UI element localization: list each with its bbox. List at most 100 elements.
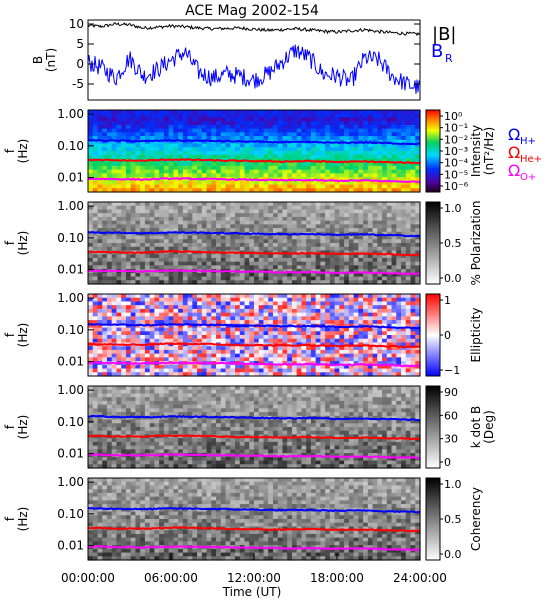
heatmap-cell [235,246,241,252]
heatmap-cell [282,202,288,207]
heatmap-cell [306,173,312,178]
heatmap-cell [353,151,359,156]
heatmap-cell [277,246,284,252]
heatmap-cell [130,320,137,325]
heatmap-cell [197,246,203,252]
heatmap-cell [216,368,222,373]
heatmap-cell [353,165,359,171]
heatmap-cell [367,202,374,207]
heatmap-cell [239,257,246,263]
heatmap-cell [382,323,388,329]
heatmap-cell [111,173,118,178]
heatmap-cell [140,165,146,171]
heatmap-cell [339,165,345,171]
intensity-cb-tick-label: 10⁻¹ [444,122,468,135]
heatmap-cell [211,327,217,332]
heatmap-cell [235,202,241,207]
heatmap-cell [377,165,383,171]
heatmap-cell [159,151,165,156]
heatmap-cell [92,280,99,285]
heatmap-cell [211,173,217,178]
heatmap-cell [88,231,94,237]
heatmap-cell [92,408,99,413]
heatmap-cell [391,188,397,193]
heatmap-cell [216,312,222,317]
heatmap-cell [344,147,350,152]
heatmap-cell [296,357,303,362]
heatmap-cell [125,449,132,454]
heatmap-cell [135,327,141,332]
heatmap-cell [92,261,99,266]
heatmap-cell [391,213,397,218]
heatmap-cell [310,305,317,310]
heatmap-cell [154,169,160,174]
heatmap-cell [287,346,293,351]
heatmap-cell [130,349,137,355]
heatmap-cell [396,205,402,211]
heatmap-cell [206,228,212,233]
heatmap-cell [125,386,132,391]
heatmap-cell [258,320,265,325]
heatmap-cell [130,136,137,141]
heatmap-cell [230,368,236,373]
heatmap-cell [315,364,321,370]
heatmap-cell [372,372,378,377]
heatmap-cell [130,202,137,207]
heatmap-cell [315,327,321,332]
heatmap-cell [263,305,269,310]
heatmap-cell [225,188,231,193]
heatmap-cell [367,297,374,303]
heatmap-cell [415,235,421,240]
heatmap-cell [329,169,336,174]
heatmap-cell [249,136,255,141]
heatmap-cell [178,239,184,244]
heatmap-cell [97,243,103,248]
heatmap-cell [121,165,127,171]
heatmap-cell [211,162,217,167]
heatmap-cell [220,327,227,332]
heatmap-cell [140,113,146,119]
heatmap-cell [168,228,174,233]
heatmap-cell [382,305,388,310]
heatmap-cell [272,216,279,222]
heatmap-cell [310,154,317,160]
heatmap-cell [88,294,94,299]
heatmap-cell [410,202,416,207]
heatmap-cell [206,265,212,270]
heatmap-cell [386,254,393,259]
heatmap-cell [106,412,113,417]
heatmap-cell [339,162,345,167]
heatmap-cell [363,124,369,130]
heatmap-cell [249,113,255,119]
heatmap-cell [121,408,127,413]
heatmap-cell [116,460,122,465]
heatmap-cell [372,246,378,252]
heatmap-cell [282,353,288,358]
heatmap-cell [97,139,103,145]
heatmap-cell [178,132,184,137]
heatmap-cell [348,301,355,306]
heatmap-cell [386,327,393,332]
heatmap-cell [334,301,340,306]
heatmap-cell [372,121,378,126]
heatmap-cell [296,308,303,314]
heatmap-cell [144,320,151,325]
heatmap-cell [348,132,355,137]
heatmap-cell [187,231,193,237]
heatmap-cell [173,320,179,325]
heatmap-cell [211,143,217,148]
heatmap-cell [111,162,118,167]
heatmap-cell [263,235,269,240]
heatmap-cell [102,368,108,373]
heatmap-cell [92,228,99,233]
heatmap-cell [320,346,326,351]
heatmap-cell [220,308,227,314]
heatmap-cell [159,243,165,248]
heatmap-cell [178,136,184,141]
heatmap-cell [140,205,146,211]
heatmap-cell [159,305,165,310]
heatmap-cell [102,408,108,413]
heatmap-cell [216,323,222,329]
heatmap-cell [88,353,94,358]
heatmap-cell [111,449,118,454]
